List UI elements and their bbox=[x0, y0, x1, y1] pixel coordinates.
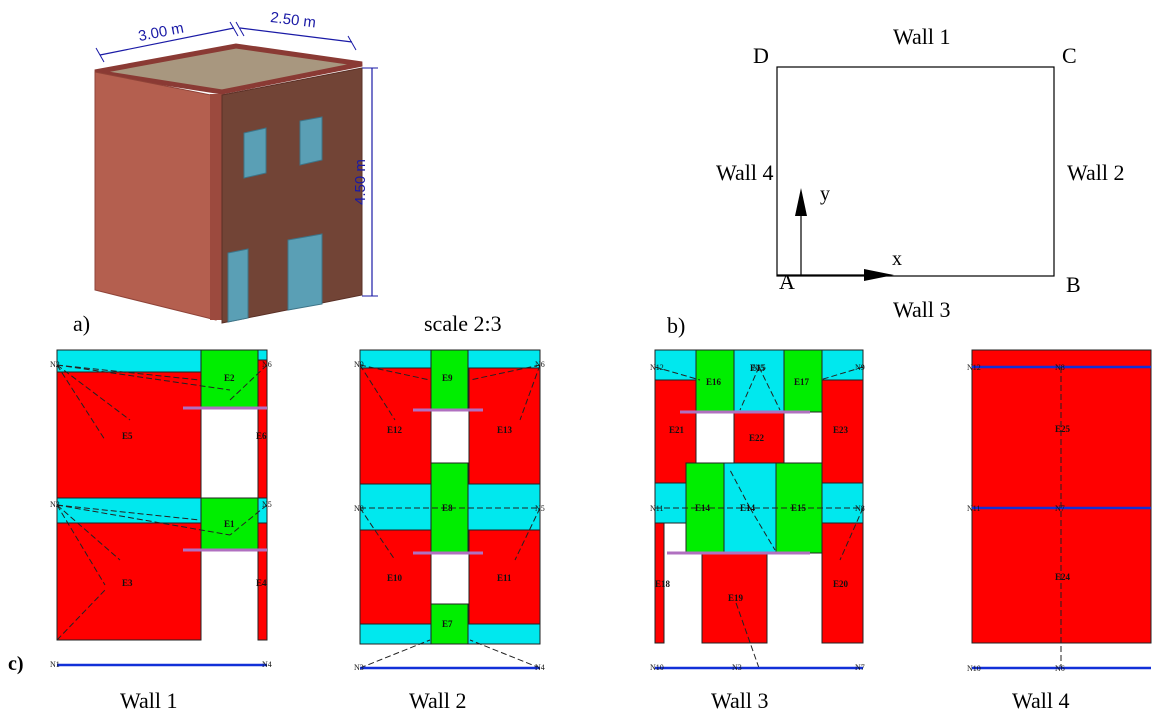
corner-a: A bbox=[779, 269, 795, 294]
w3-e18: E18 bbox=[655, 579, 671, 589]
window-upper-right bbox=[299, 116, 323, 166]
w2-e11: E11 bbox=[497, 573, 512, 583]
w4-n12: N12 bbox=[967, 363, 981, 372]
w3-n9: N9 bbox=[855, 363, 865, 372]
w1-e5: E5 bbox=[122, 431, 133, 441]
caption-wall1: Wall 1 bbox=[120, 688, 178, 713]
plan-wall1-label: Wall 1 bbox=[893, 24, 951, 49]
dimension-lines bbox=[95, 21, 378, 297]
w3-n10: N10 bbox=[650, 663, 664, 672]
w3-e15: E15 bbox=[791, 503, 807, 513]
w4-n7: N7 bbox=[1055, 504, 1065, 513]
corner-d: D bbox=[753, 43, 769, 68]
w2-e13: E13 bbox=[497, 425, 513, 435]
caption-wall3: Wall 3 bbox=[711, 688, 769, 713]
w3-e19: E19 bbox=[728, 593, 744, 603]
w1-e6: E6 bbox=[256, 431, 267, 441]
corner-b: B bbox=[1066, 272, 1081, 297]
w2-e9: E9 bbox=[442, 373, 453, 383]
w3-n8: N8 bbox=[855, 504, 865, 513]
w3-e14-b: E14 bbox=[740, 503, 756, 513]
w1-n3: N3 bbox=[50, 500, 60, 509]
w4-n6: N6 bbox=[1055, 664, 1065, 673]
label-c: c) bbox=[8, 653, 24, 675]
w3-e23: E23 bbox=[833, 425, 849, 435]
w4-n11: N11 bbox=[967, 504, 980, 513]
w1-n1: N1 bbox=[50, 660, 60, 669]
corner-column bbox=[210, 94, 224, 320]
w4-e24: E24 bbox=[1055, 572, 1071, 582]
label-a: a) bbox=[73, 311, 90, 336]
w2-n6: N6 bbox=[535, 360, 545, 369]
w4-n8: N8 bbox=[1055, 363, 1065, 372]
door-right bbox=[287, 233, 323, 311]
w3-e21: E21 bbox=[669, 425, 685, 435]
wall2-model bbox=[359, 349, 541, 670]
w3-n15: N15 bbox=[752, 363, 766, 372]
w3-e22: E22 bbox=[749, 433, 765, 443]
w2-n4: N4 bbox=[535, 663, 545, 672]
w3-e15-top: E15 bbox=[750, 363, 766, 373]
wall1-model bbox=[56, 349, 268, 667]
w1-n5: N5 bbox=[262, 500, 272, 509]
roof bbox=[94, 43, 363, 95]
door-left bbox=[227, 248, 249, 323]
w3-e20: E20 bbox=[833, 579, 849, 589]
plan-wall3-label: Wall 3 bbox=[893, 297, 951, 322]
w2-e10: E10 bbox=[387, 573, 403, 583]
window-upper-left bbox=[243, 127, 267, 179]
w1-n6: N6 bbox=[262, 360, 272, 369]
w3-n12: N12 bbox=[650, 363, 664, 372]
w2-e7: E7 bbox=[442, 619, 453, 629]
wall4-model bbox=[971, 349, 1152, 670]
w1-e1: E1 bbox=[224, 519, 235, 529]
w3-n7: N7 bbox=[855, 663, 865, 672]
w3-n3: N3 bbox=[732, 663, 742, 672]
wall3-model bbox=[654, 349, 864, 670]
w1-e4: E4 bbox=[256, 578, 267, 588]
w1-e2: E2 bbox=[224, 373, 235, 383]
x-axis-arrow bbox=[864, 269, 894, 281]
axis-x-label: x bbox=[892, 248, 902, 270]
plan-outline bbox=[776, 66, 1055, 277]
w1-n4: N4 bbox=[262, 660, 272, 669]
y-axis-arrow bbox=[795, 188, 807, 216]
w2-e8: E8 bbox=[442, 503, 453, 513]
caption-wall4: Wall 4 bbox=[1012, 688, 1070, 713]
building-3d bbox=[94, 43, 363, 324]
w3-e14: E14 bbox=[695, 503, 711, 513]
caption-wall2: Wall 2 bbox=[409, 688, 467, 713]
plan-wall2-label: Wall 2 bbox=[1067, 160, 1125, 185]
corner-c: C bbox=[1062, 43, 1077, 68]
left-facade bbox=[94, 71, 217, 321]
label-b: b) bbox=[667, 313, 685, 338]
w3-e17: E17 bbox=[794, 377, 810, 387]
w2-n5: N5 bbox=[535, 504, 545, 513]
w3-e16: E16 bbox=[706, 377, 722, 387]
scale-label: scale 2:3 bbox=[424, 311, 502, 336]
w2-n3: N3 bbox=[354, 663, 364, 672]
w4-n10: N10 bbox=[967, 664, 981, 673]
axis-y-label: y bbox=[820, 183, 830, 205]
w2-n8: N8 bbox=[354, 504, 364, 513]
plan-wall4-label: Wall 4 bbox=[716, 160, 774, 185]
w2-e12: E12 bbox=[387, 425, 403, 435]
w2-n9: N9 bbox=[354, 360, 364, 369]
w1-e3: E3 bbox=[122, 578, 133, 588]
w3-n11: N11 bbox=[650, 504, 663, 513]
dim-depth: 2.50 m bbox=[269, 9, 317, 31]
dim-height: 4.50 m bbox=[352, 159, 369, 205]
dim-width: 3.00 m bbox=[137, 20, 185, 45]
w1-n2: N2 bbox=[50, 360, 60, 369]
w4-e25: E25 bbox=[1055, 424, 1071, 434]
